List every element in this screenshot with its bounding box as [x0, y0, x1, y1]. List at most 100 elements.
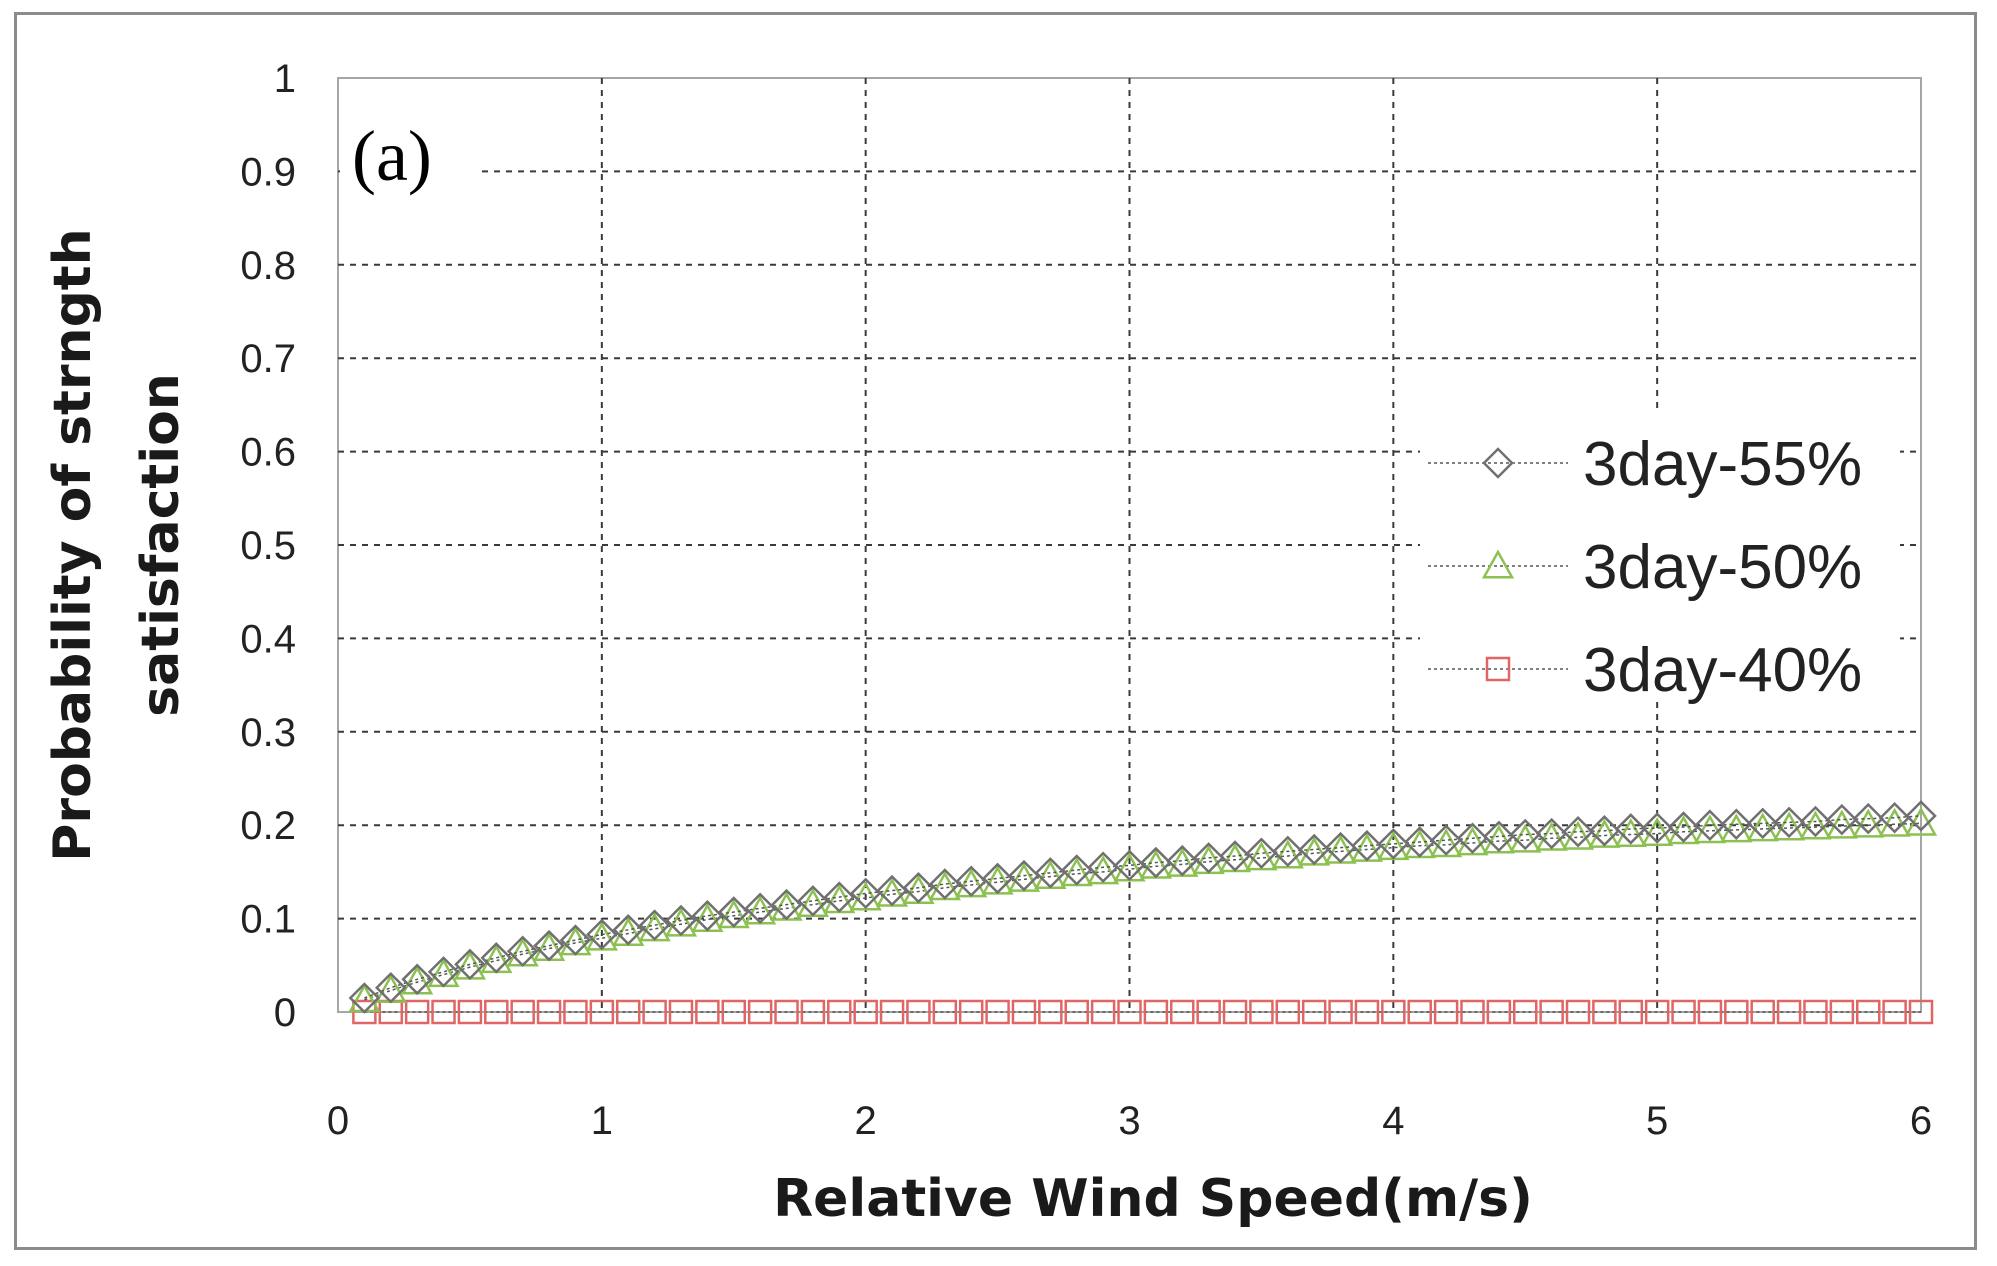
legend-marker	[1482, 447, 1514, 479]
data-point	[1667, 815, 1700, 845]
legend-label: 3day-55%	[1583, 430, 1862, 499]
data-point	[665, 904, 697, 937]
data-point	[1219, 840, 1251, 872]
data-point	[1328, 999, 1353, 1025]
x-tick-labels: 0 1 2 3 4 5 6	[327, 1099, 1932, 1143]
data-point	[1087, 851, 1119, 883]
x-axis-title: Relative Wind Speed(m/s)	[773, 1169, 1533, 1229]
data-point	[454, 948, 486, 981]
data-point	[1483, 820, 1515, 853]
y-axis-title-line-1: Probability of strngth	[43, 228, 103, 861]
data-point	[1456, 822, 1489, 855]
data-point	[985, 999, 1010, 1025]
data-point	[1064, 999, 1089, 1025]
y-tick-label: 0.9	[240, 150, 296, 194]
data-point	[1298, 833, 1330, 866]
x-tick-label: 1	[591, 1099, 613, 1143]
data-point	[1222, 999, 1248, 1025]
data-point	[1486, 999, 1512, 1025]
data-point	[1166, 844, 1199, 877]
data-point	[797, 885, 829, 917]
data-point	[1535, 821, 1568, 851]
data-point	[1271, 839, 1304, 869]
data-point	[1882, 999, 1907, 1025]
data-point	[1641, 817, 1674, 847]
data-point	[533, 929, 565, 962]
y-tick-label: 1	[274, 57, 296, 101]
data-point	[1430, 824, 1462, 856]
data-point	[1697, 999, 1723, 1025]
data-point	[774, 999, 799, 1025]
data-point	[1618, 999, 1644, 1025]
x-tick-label: 2	[855, 1099, 877, 1143]
data-point	[536, 999, 562, 1025]
data-point	[744, 892, 776, 925]
data-point	[1429, 828, 1463, 858]
x-tick-label: 3	[1118, 1099, 1140, 1143]
data-point	[1588, 815, 1621, 847]
data-point	[1693, 814, 1727, 844]
x-tick-label: 5	[1646, 1099, 1668, 1143]
data-point	[1245, 841, 1278, 871]
data-point	[1641, 812, 1673, 844]
data-point	[668, 999, 694, 1025]
data-point	[770, 888, 803, 921]
data-point	[1588, 818, 1621, 848]
data-point	[1192, 842, 1225, 874]
data-point	[484, 999, 509, 1025]
data-point	[1799, 810, 1832, 840]
data-point	[1908, 999, 1934, 1025]
data-point	[853, 999, 878, 1025]
data-point	[612, 914, 644, 946]
data-point	[1746, 812, 1779, 842]
data-point	[876, 874, 908, 907]
data-point	[1905, 800, 1937, 832]
data-point	[1113, 849, 1146, 882]
legend-label: 3day-40%	[1583, 636, 1862, 705]
data-point	[404, 999, 430, 1025]
series-group	[348, 800, 1938, 1025]
data-point	[401, 963, 433, 996]
data-point	[1090, 999, 1116, 1025]
data-point	[1773, 806, 1805, 839]
data-point	[955, 865, 987, 898]
data-point	[586, 918, 618, 951]
data-point	[1460, 999, 1485, 1025]
data-point	[1403, 826, 1436, 858]
data-point	[1720, 808, 1753, 841]
x-tick-label: 6	[1910, 1099, 1932, 1143]
x-tick-label: 0	[327, 1099, 349, 1143]
data-point	[1746, 807, 1779, 840]
data-point	[1825, 809, 1858, 839]
data-point	[958, 999, 984, 1025]
data-point	[563, 999, 588, 1025]
series-square	[352, 999, 1934, 1025]
data-point	[480, 942, 513, 974]
y-tick-label: 0.5	[240, 524, 296, 568]
panel-label-background	[340, 110, 478, 202]
data-point	[506, 935, 539, 968]
data-point	[1829, 999, 1855, 1025]
data-point	[1008, 859, 1040, 892]
data-point	[1644, 999, 1670, 1025]
data-point	[1324, 831, 1357, 864]
y-tick-label: 0.6	[240, 431, 296, 475]
data-point	[1535, 817, 1568, 850]
data-point	[695, 999, 720, 1025]
data-point	[902, 872, 935, 904]
data-point	[1750, 999, 1775, 1025]
data-point	[691, 900, 724, 932]
data-point	[348, 982, 381, 1014]
data-point	[1170, 999, 1195, 1025]
series-diamond	[348, 800, 1937, 1014]
data-point	[1011, 999, 1037, 1025]
data-point	[1592, 999, 1617, 1025]
data-point	[1038, 999, 1063, 1025]
data-point	[1855, 999, 1881, 1025]
data-point	[1539, 999, 1564, 1025]
data-point	[1852, 808, 1885, 838]
data-point	[1117, 999, 1142, 1025]
data-point	[1196, 999, 1221, 1025]
y-tick-label: 0	[274, 991, 296, 1035]
legend: 3day-55% 3day-50% 3day-40%	[1420, 410, 1900, 705]
